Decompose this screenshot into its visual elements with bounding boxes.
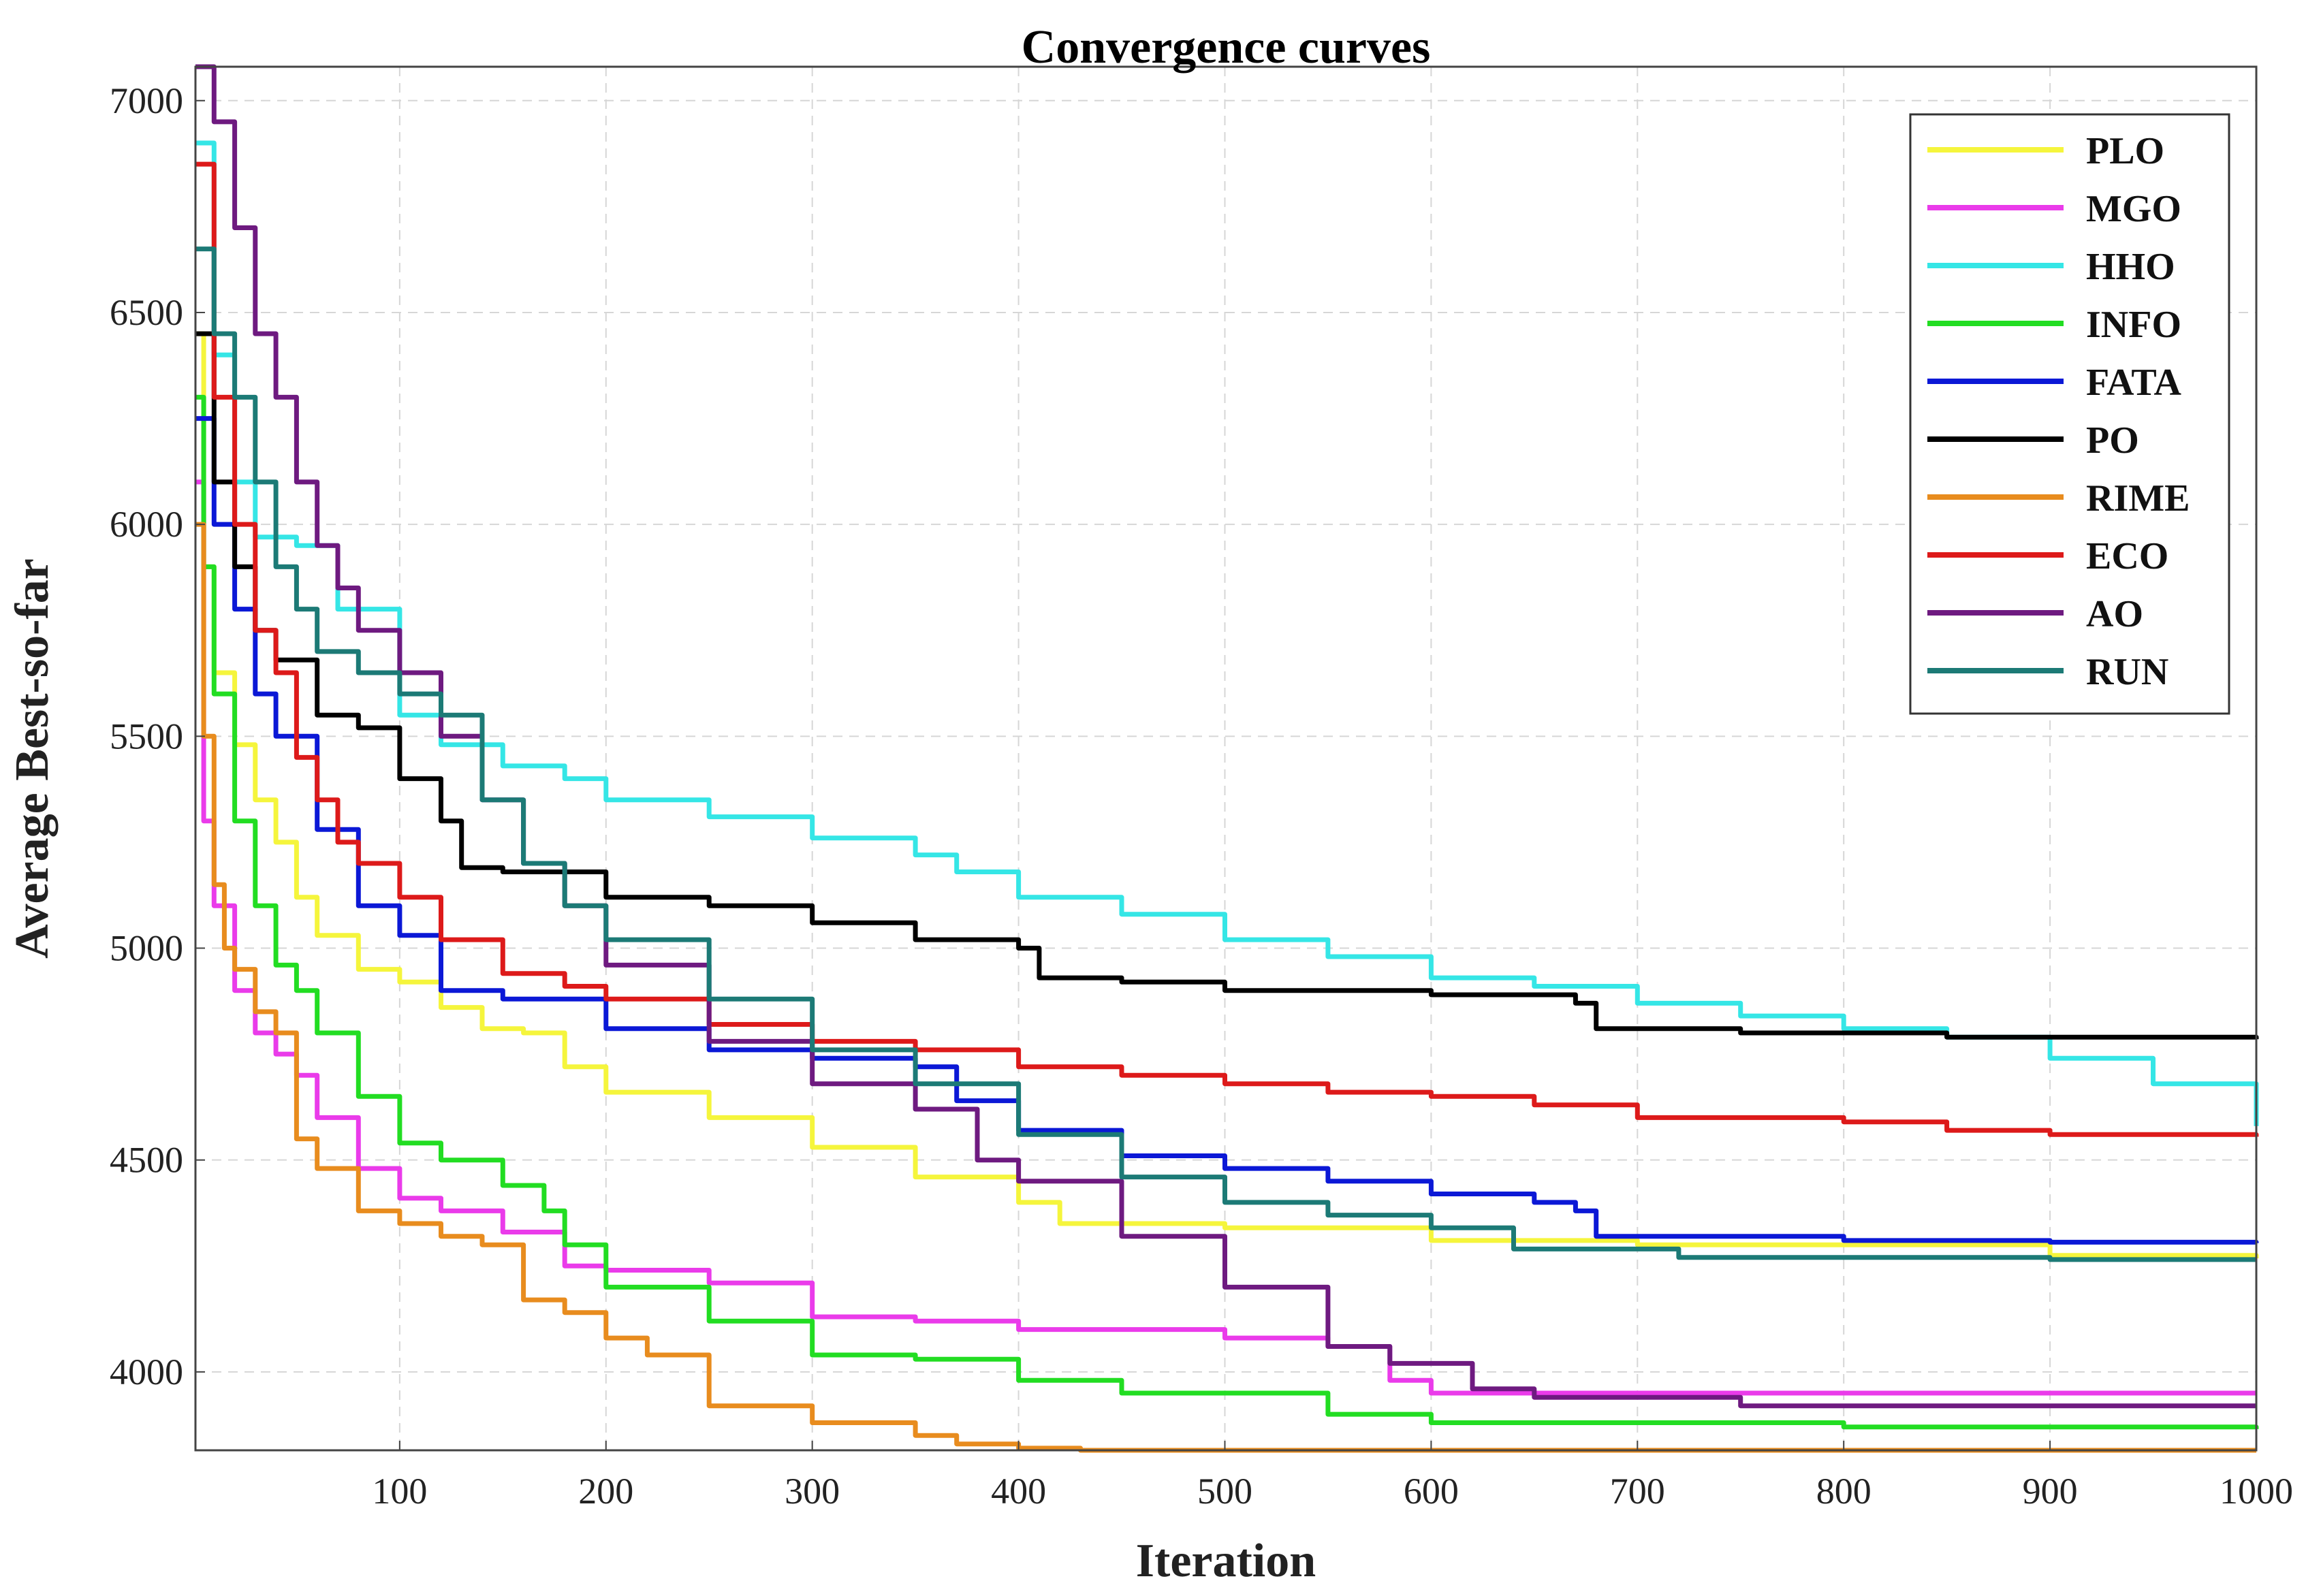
series-line-run xyxy=(195,246,2256,1262)
legend: PLO MGO HHO INFO FATA PO RIME ECO AO RUN xyxy=(1909,113,2230,715)
x-tick-label: 600 xyxy=(1404,1471,1459,1512)
series-line-rime xyxy=(195,522,2256,1453)
y-tick-label: 5000 xyxy=(110,928,183,969)
legend-label-mgo: MGO xyxy=(2086,188,2181,230)
x-tick-label: 800 xyxy=(1816,1471,1872,1512)
legend-label-po: PO xyxy=(2086,419,2139,462)
legend-label-plo: PLO xyxy=(2086,130,2164,172)
x-tick-label: 1000 xyxy=(2220,1471,2293,1512)
legend-label-info: INFO xyxy=(2086,304,2181,346)
x-tick-label: 500 xyxy=(1197,1471,1252,1512)
legend-label-hho: HHO xyxy=(2086,246,2175,288)
x-tick-label: 300 xyxy=(785,1471,840,1512)
y-tick-label: 5500 xyxy=(110,716,183,756)
axis-ticks: 100 200 300 400 500 600 700 800 900 1000 4000 4500 5… xyxy=(110,80,2293,1512)
chart-title: Convergence curves xyxy=(1022,21,1431,74)
series-line-plo xyxy=(195,331,2259,1259)
y-tick-label: 4000 xyxy=(110,1352,183,1392)
x-tick-label: 900 xyxy=(2023,1471,2078,1512)
legend-label-fata: FATA xyxy=(2086,362,2182,404)
y-tick-label: 4500 xyxy=(110,1140,183,1181)
series-line-po xyxy=(195,331,2259,1040)
series-lines xyxy=(195,64,2259,1453)
x-tick-label: 700 xyxy=(1610,1471,1665,1512)
legend-label-ao: AO xyxy=(2086,593,2143,635)
y-tick-label: 6500 xyxy=(110,292,183,333)
y-tick-label: 7000 xyxy=(110,80,183,121)
x-tick-label: 100 xyxy=(372,1471,427,1512)
y-tick-label: 6000 xyxy=(110,504,183,545)
x-tick-label: 200 xyxy=(578,1471,633,1512)
plot-area-frame xyxy=(194,65,2258,1452)
series-line-info xyxy=(195,394,2259,1430)
legend-label-eco: ECO xyxy=(2086,535,2168,577)
legend-label-rime: RIME xyxy=(2086,477,2190,520)
x-axis-title: Iteration xyxy=(1136,1535,1316,1587)
x-tick-label: 400 xyxy=(991,1471,1046,1512)
legend-label-run: RUN xyxy=(2086,651,2168,693)
y-axis-title: Average Best-so-far xyxy=(6,558,59,959)
